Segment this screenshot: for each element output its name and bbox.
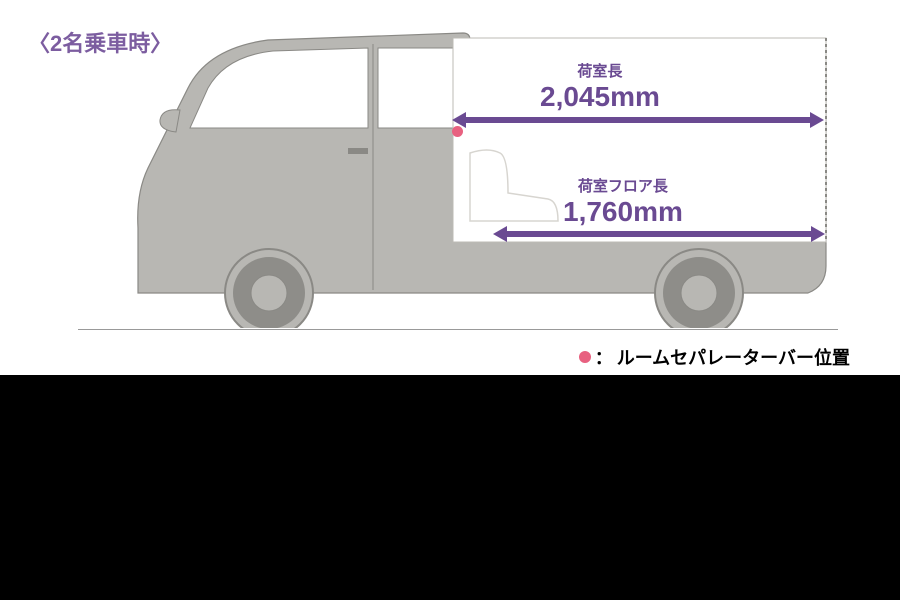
van-side-window (378, 48, 463, 128)
van-svg (108, 18, 828, 328)
diagram-canvas: { "title": { "text": "〈2名乗車時〉", "color":… (0, 0, 900, 600)
van-rear-hub (681, 275, 717, 311)
dim-lower-label: 荷室フロア長 1,760mm (563, 175, 683, 228)
dim-lower-value: 1,760mm (563, 196, 683, 228)
dim-upper-name: 荷室長 (540, 60, 660, 81)
ground-line (78, 329, 838, 330)
legend-label: ルームセパレーターバー位置 (617, 344, 850, 370)
bottom-black-block (0, 375, 900, 600)
van-illustration (108, 18, 828, 328)
legend-colon: ： (595, 344, 613, 370)
arrow-line (464, 117, 812, 123)
legend: ： ルームセパレーターバー位置 (579, 344, 850, 370)
dim-upper-label: 荷室長 2,045mm (540, 60, 660, 113)
van-mirror (160, 110, 180, 132)
van-front-hub (251, 275, 287, 311)
dim-lower-name: 荷室フロア長 (563, 175, 683, 196)
dim-upper-value: 2,045mm (540, 81, 660, 113)
arrow-line (505, 231, 813, 237)
separator-dot (452, 126, 463, 137)
legend-dot-icon (579, 351, 591, 363)
van-door-handle (348, 148, 368, 154)
